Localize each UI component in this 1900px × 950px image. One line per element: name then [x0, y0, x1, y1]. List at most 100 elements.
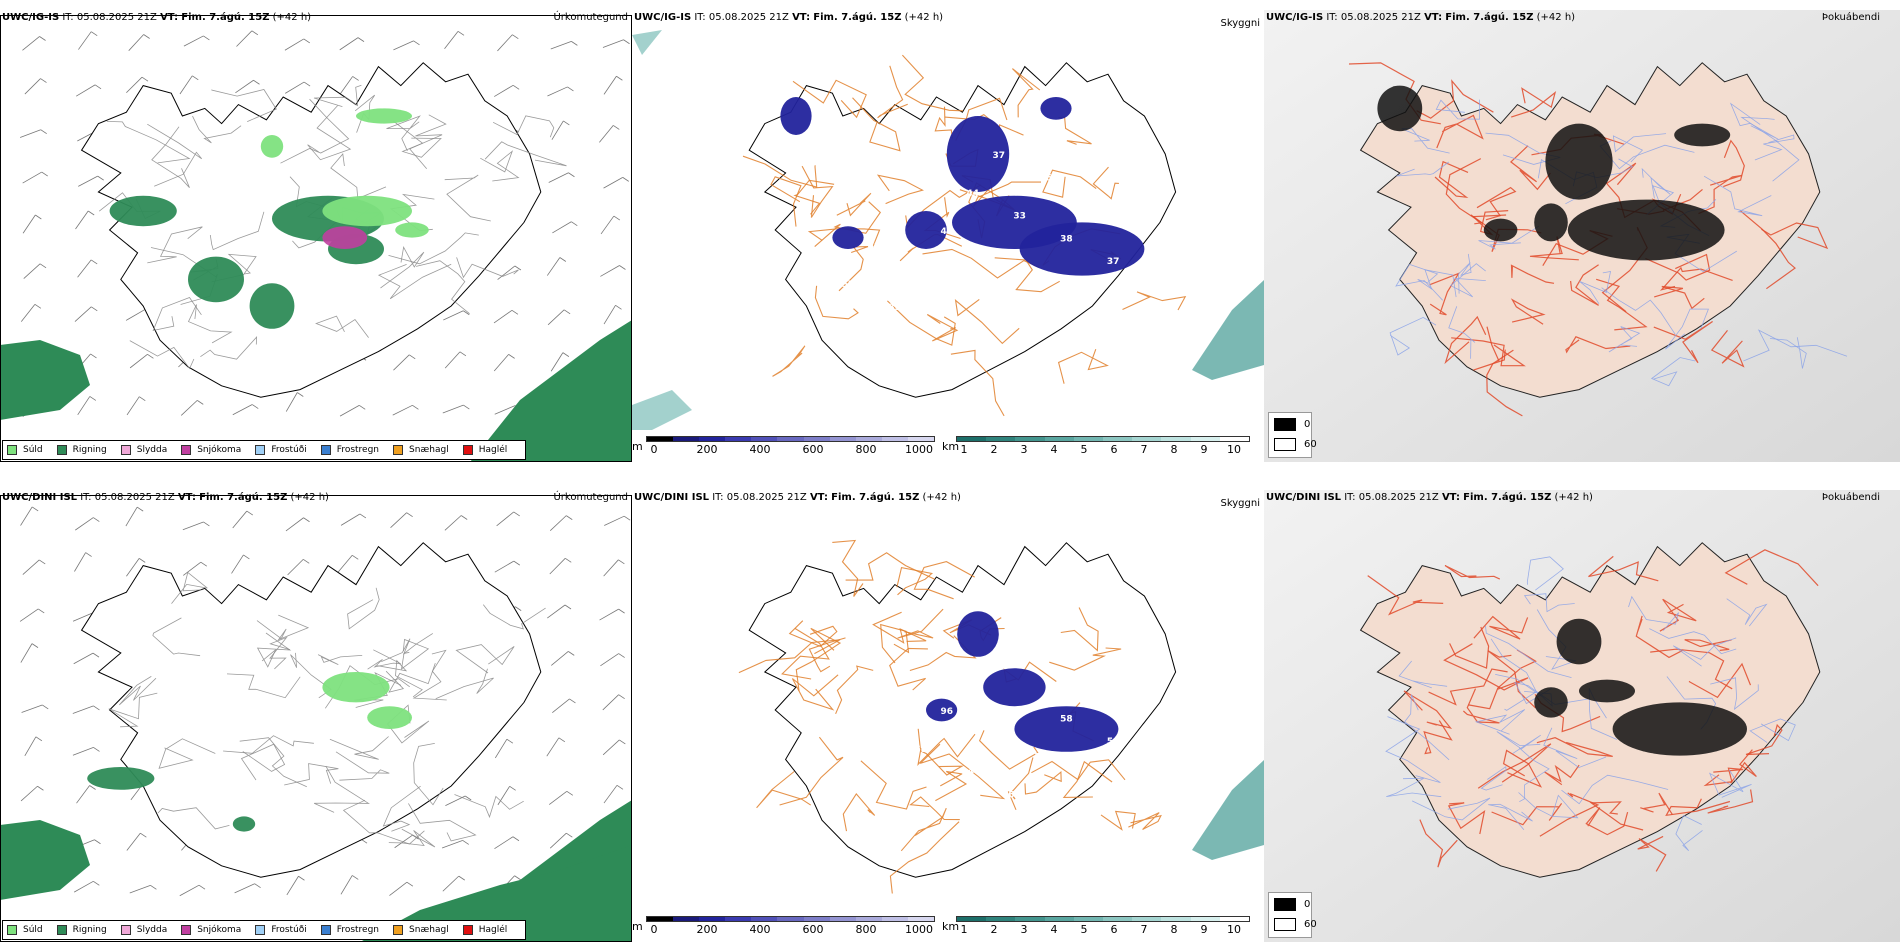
fog-panel-row1: UWC/IG-IS IT: 05.08.2025 21Z VT: Fim. 7.…: [1264, 10, 1900, 462]
colorbar-step: [881, 917, 908, 921]
colorbar-tick: 3: [1020, 923, 1028, 936]
cloud-base-label: 36: [1039, 174, 1052, 184]
cloud-base-label: 39: [842, 760, 855, 770]
colorbar-step: [829, 917, 856, 921]
fog-legend-swatch: [1274, 898, 1296, 911]
colorbar-step: [673, 437, 700, 441]
fog-legend-item: 60: [1274, 918, 1317, 931]
fog-legend-swatch: [1274, 418, 1296, 431]
legend-swatch: [320, 445, 331, 455]
cloud-base-label: 42: [894, 204, 907, 214]
legend-label: Slydda: [136, 445, 168, 455]
colorbar-tick: 800: [855, 443, 877, 456]
colorbar-step: [829, 437, 856, 441]
cloud-base-label: 44: [941, 227, 954, 237]
legend-label: Snjókoma: [197, 925, 242, 935]
colorbar-step: [957, 437, 987, 441]
fog-legend-item: 60: [1274, 438, 1317, 451]
colorbar-step: [1161, 437, 1191, 441]
cloud-base-label: 37: [1034, 752, 1047, 762]
colorbar-step: [1044, 437, 1074, 441]
colorbar-tick: 9: [1200, 443, 1208, 456]
legend-label: Snjókoma: [197, 445, 242, 455]
cloud-panel-row2: 31 66 54 41 94 39 37 69 54 47 43 58 96 UWC/DINI ISL …: [632, 490, 1264, 942]
colorbar-step: [1219, 437, 1250, 441]
cloud-base-label: 63: [915, 265, 928, 275]
fog-legend-value: 0: [1304, 899, 1311, 910]
cloud-base-label: 41: [1081, 775, 1094, 785]
product-name: Úrkomutegund: [553, 12, 628, 23]
legend-label: Frostregn: [336, 925, 380, 935]
colorbar-tick: 2: [990, 443, 998, 456]
legend-swatch: [393, 925, 404, 935]
colorbar-gradient: [646, 436, 935, 442]
cloud-base-label: 38: [1060, 234, 1073, 244]
cloud-base-label: 69: [915, 745, 928, 755]
cloud-base-label: 75: [816, 109, 829, 119]
legend-swatch: [120, 925, 131, 935]
colorbar-step: [647, 917, 674, 921]
cloud-base-label: 47: [987, 730, 1000, 740]
precip-map: [0, 10, 632, 462]
colorbar-tick: 5: [1080, 443, 1088, 456]
legend-label: Snæhagl: [409, 445, 449, 455]
legend-label: Snæhagl: [409, 925, 449, 935]
colorbar-unit: km: [942, 920, 960, 933]
cloud-base-label: 69: [987, 250, 1000, 260]
legend-label: Súld: [23, 925, 43, 935]
colorbar-tick: 0: [650, 443, 658, 456]
colorbar-step: [699, 917, 726, 921]
colorbar-tick: 6: [1110, 443, 1118, 456]
legend-swatch: [7, 925, 17, 935]
cloud-base-label: 38: [821, 219, 834, 229]
precip-panel-row1: UWC/IG-IS IT: 05.08.2025 21Z VT: Fim. 7.…: [0, 10, 632, 462]
colorbar-tick: 1: [960, 923, 968, 936]
legend-item: Haglél: [462, 925, 507, 935]
colorbar-unit: m: [632, 440, 643, 453]
colorbar-step: [777, 437, 804, 441]
legend-swatch: [255, 925, 266, 935]
colorbar-step: [1103, 437, 1133, 441]
legend-label: Frostúði: [271, 925, 307, 935]
product-name: Þokuábendi: [1821, 492, 1880, 503]
legend-swatch: [462, 445, 473, 455]
legend-label: Haglél: [478, 445, 508, 455]
product-name: Þokuábendi: [1821, 12, 1880, 23]
colorbar-tick: 8: [1170, 923, 1178, 936]
cloud-base-label: 44: [847, 181, 860, 191]
colorbar-gradient: [646, 916, 935, 922]
cloud-base-label: 37: [1107, 257, 1120, 267]
cloud-base-label: 94: [961, 768, 974, 778]
panel-title: UWC/IG-IS IT: 05.08.2025 21Z VT: Fim. 7.…: [1266, 12, 1576, 23]
legend-label: Frostregn: [336, 445, 380, 455]
colorbar-step: [1015, 437, 1045, 441]
colorbar-tick: 10: [1227, 443, 1241, 456]
legend-swatch: [56, 925, 67, 935]
cloud-base-label: 33: [1013, 212, 1026, 222]
precip-legend: Súld Rigning Slydda Snjókoma Frostúði Frostre…: [2, 440, 527, 460]
cloud-base-label: 57: [842, 280, 855, 290]
fog-legend: 0 60: [1268, 892, 1317, 938]
colorbar-visibility-km: km 1 2 3 4 5 6 7 8 9 10: [942, 916, 1252, 938]
colorbar-gradient: [956, 436, 1250, 442]
colorbar-step: [907, 917, 935, 921]
colorbar-step: [957, 917, 987, 921]
colorbar-step: [1190, 437, 1220, 441]
colorbar-tick: 7: [1140, 923, 1148, 936]
precip-panel-row2: UWC/DINI ISL IT: 05.08.2025 21Z VT: Fim.…: [0, 490, 632, 942]
fog-legend-value: 60: [1304, 919, 1317, 930]
fog-legend-swatch: [1274, 918, 1296, 931]
legend-label: Súld: [23, 445, 43, 455]
fog-legend-value: 60: [1304, 439, 1317, 450]
fog-legend-value: 0: [1304, 419, 1311, 430]
legend-item: Snjókoma: [181, 925, 241, 935]
cloud-base-label: 37: [920, 166, 933, 176]
colorbar-step: [1015, 917, 1045, 921]
panel-title: UWC/IG-IS IT: 05.08.2025 21Z VT: Fim. 7.…: [634, 12, 944, 23]
legend-item: Snæhagl: [393, 925, 449, 935]
legend-item: Haglél: [462, 445, 508, 455]
legend-swatch: [320, 925, 331, 935]
colorbar-tick: 200: [696, 443, 718, 456]
legend-item: Rigning: [56, 925, 107, 935]
panel-title: UWC/DINI ISL IT: 05.08.2025 21Z VT: Fim.…: [634, 492, 961, 503]
